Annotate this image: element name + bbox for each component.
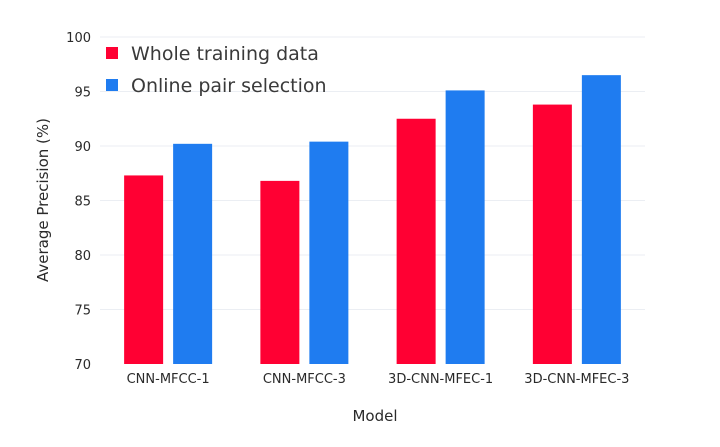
legend: Whole training data Online pair selectio… bbox=[106, 43, 327, 97]
x-tick-labels: CNN-MFCC-1 CNN-MFCC-3 3D-CNN-MFEC-1 3D-CNN-… bbox=[127, 372, 630, 387]
legend-label-whole-training-data: Whole training data bbox=[131, 43, 319, 65]
bars bbox=[124, 75, 621, 365]
legend-label-online-pair-selection: Online pair selection bbox=[131, 75, 327, 97]
y-tick-label: 80 bbox=[74, 249, 91, 264]
y-axis-title: Average Precision (%) bbox=[34, 118, 52, 282]
y-tick-label: 90 bbox=[74, 140, 91, 155]
y-tick-label: 95 bbox=[74, 86, 91, 101]
bar-online-pair-selection-cnn-mfcc-3 bbox=[309, 141, 349, 364]
legend-swatch-whole-training-data bbox=[106, 47, 118, 59]
y-tick-label: 70 bbox=[74, 358, 91, 373]
x-axis-title: Model bbox=[352, 407, 397, 425]
bar-whole-training-data-3d-cnn-mfec-3 bbox=[532, 104, 572, 364]
x-tick-label: CNN-MFCC-3 bbox=[263, 372, 346, 387]
bar-whole-training-data-cnn-mfcc-1 bbox=[124, 175, 164, 364]
x-tick-label: 3D-CNN-MFEC-3 bbox=[524, 372, 629, 387]
x-tick-label: CNN-MFCC-1 bbox=[127, 372, 210, 387]
x-tick-label: 3D-CNN-MFEC-1 bbox=[388, 372, 493, 387]
bar-whole-training-data-cnn-mfcc-3 bbox=[260, 180, 300, 364]
bar-online-pair-selection-3d-cnn-mfec-1 bbox=[445, 90, 485, 364]
y-tick-label: 85 bbox=[74, 195, 91, 210]
y-tick-label: 75 bbox=[74, 304, 91, 319]
y-tick-labels: 70 75 80 85 90 95 100 bbox=[66, 31, 91, 373]
legend-swatch-online-pair-selection bbox=[106, 79, 118, 91]
bar-online-pair-selection-cnn-mfcc-1 bbox=[173, 143, 213, 364]
y-tick-label: 100 bbox=[66, 31, 91, 46]
bar-whole-training-data-3d-cnn-mfec-1 bbox=[396, 118, 436, 364]
bar-online-pair-selection-3d-cnn-mfec-3 bbox=[581, 75, 621, 365]
